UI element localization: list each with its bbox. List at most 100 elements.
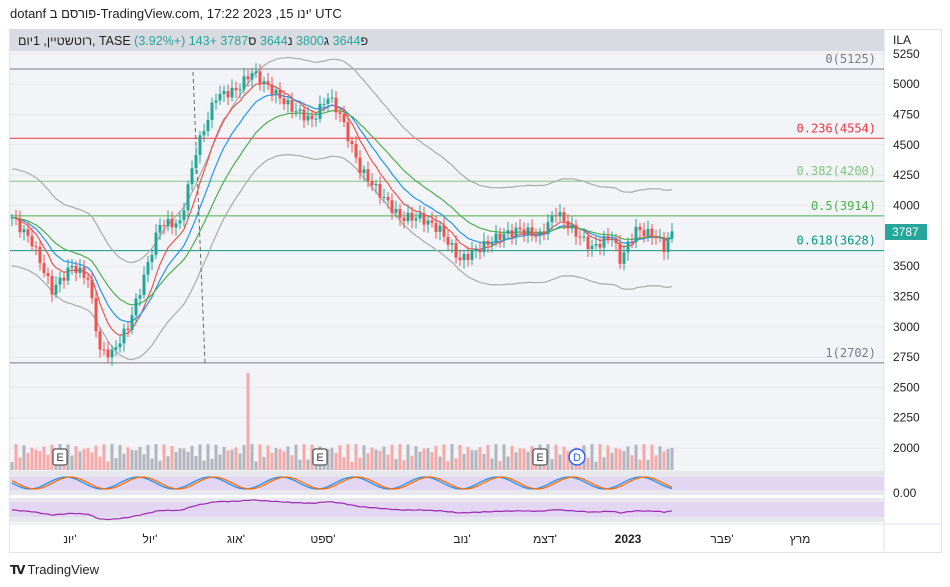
volume-bar: [398, 444, 402, 470]
volume-bar: [10, 462, 14, 470]
candle-body: [302, 109, 306, 121]
candle-body: [278, 89, 282, 99]
volume-bar: [554, 444, 558, 470]
candle-body: [650, 228, 654, 237]
candle-body: [326, 98, 330, 104]
price-tick: 3000: [893, 320, 920, 334]
candle-body: [18, 218, 22, 233]
low-value: 3644: [259, 34, 288, 48]
volume-bar: [46, 454, 50, 470]
candle-body: [238, 89, 242, 91]
candle-body: [498, 233, 502, 240]
open-value: 3644: [332, 34, 361, 48]
candle-body: [486, 240, 490, 245]
volume-bar: [418, 451, 422, 470]
candle-body: [630, 241, 634, 243]
high-value: 3800: [296, 34, 324, 48]
earnings-marker: [52, 448, 68, 466]
candle-body: [178, 220, 182, 224]
volume-bar: [518, 448, 522, 470]
volume-bar: [186, 451, 190, 470]
candle-body: [198, 135, 202, 155]
candle-body: [186, 184, 190, 211]
candle-body: [14, 217, 18, 219]
candle-body: [378, 183, 382, 198]
candle-body: [258, 71, 262, 84]
volume-bar: [610, 452, 614, 470]
volume-bar: [562, 446, 566, 470]
volume-bar: [306, 459, 310, 470]
candle-body: [234, 87, 238, 91]
candle-body: [442, 225, 446, 237]
volume-bar: [414, 446, 418, 470]
volume-bar: [662, 451, 666, 470]
candle-body: [74, 265, 78, 273]
price-tick: 5000: [893, 77, 920, 91]
candle-body: [610, 238, 614, 240]
volume-bar: [346, 444, 350, 470]
time-tick: מרץ: [790, 532, 811, 546]
volume-bar: [210, 458, 214, 470]
stoch-d-line: [11, 476, 673, 490]
volume-bar: [166, 456, 170, 470]
time-tick: יונ': [63, 532, 76, 546]
candle-body: [394, 208, 398, 213]
volume-bar: [362, 445, 366, 470]
candle-body: [294, 111, 298, 113]
volume-bar: [66, 444, 70, 470]
candle-body: [266, 81, 270, 85]
volume-bar: [634, 444, 638, 470]
candle-body: [130, 315, 134, 330]
candle-body: [206, 120, 210, 132]
candle-body: [418, 213, 422, 219]
candle-body: [218, 94, 222, 101]
fib-label: 0.236(4554): [797, 121, 876, 135]
symbol-name[interactable]: רוטשטיין, 1יום, TASE: [18, 34, 131, 48]
candle-body: [646, 228, 650, 237]
price-tick: 4250: [893, 168, 920, 182]
volume-bar: [294, 444, 298, 470]
volume-bar: [594, 461, 598, 470]
volume-bar: [134, 450, 138, 470]
candle-body: [34, 246, 38, 248]
candle-body: [410, 212, 414, 221]
candle-body: [50, 276, 54, 295]
volume-bar: [390, 444, 394, 470]
volume-bar: [654, 455, 658, 470]
candle-body: [66, 267, 70, 281]
volume-bar: [382, 446, 386, 470]
candle-body: [626, 241, 630, 253]
volume-bar: [386, 454, 390, 470]
price-tick: 3500: [893, 259, 920, 273]
price-tick: 4750: [893, 107, 920, 121]
time-tick: דצמ': [533, 532, 557, 546]
candle-body: [562, 212, 566, 222]
candle-body: [210, 102, 214, 121]
candle-body: [426, 220, 430, 225]
volume-bar: [530, 446, 534, 470]
candle-body: [618, 243, 622, 264]
candle-body: [382, 196, 386, 198]
symbol-legend: רוטשטיין, 1יום, TASE פ3644 ג3800 נ3644 ס…: [10, 29, 884, 51]
candle-body: [390, 200, 394, 213]
candle-body: [150, 254, 154, 263]
candle-body: [78, 267, 82, 273]
time-tick: פבר': [710, 532, 733, 546]
volume-bar: [486, 444, 490, 470]
candle-body: [242, 76, 246, 90]
volume-bar: [278, 449, 282, 470]
candle-body: [274, 89, 278, 95]
volume-bar: [246, 372, 250, 470]
candle-body: [70, 265, 74, 268]
last-price-value: 3787: [892, 225, 919, 239]
volume-bar: [282, 451, 286, 470]
candle-body: [202, 131, 206, 136]
volume-bar: [510, 445, 514, 470]
candle-body: [338, 112, 342, 114]
candle-body: [334, 97, 338, 113]
tradingview-logo[interactable]: TV TradingView: [10, 562, 99, 577]
candle-body: [662, 237, 666, 253]
candle-body: [86, 277, 90, 280]
volume-bar: [630, 455, 634, 470]
